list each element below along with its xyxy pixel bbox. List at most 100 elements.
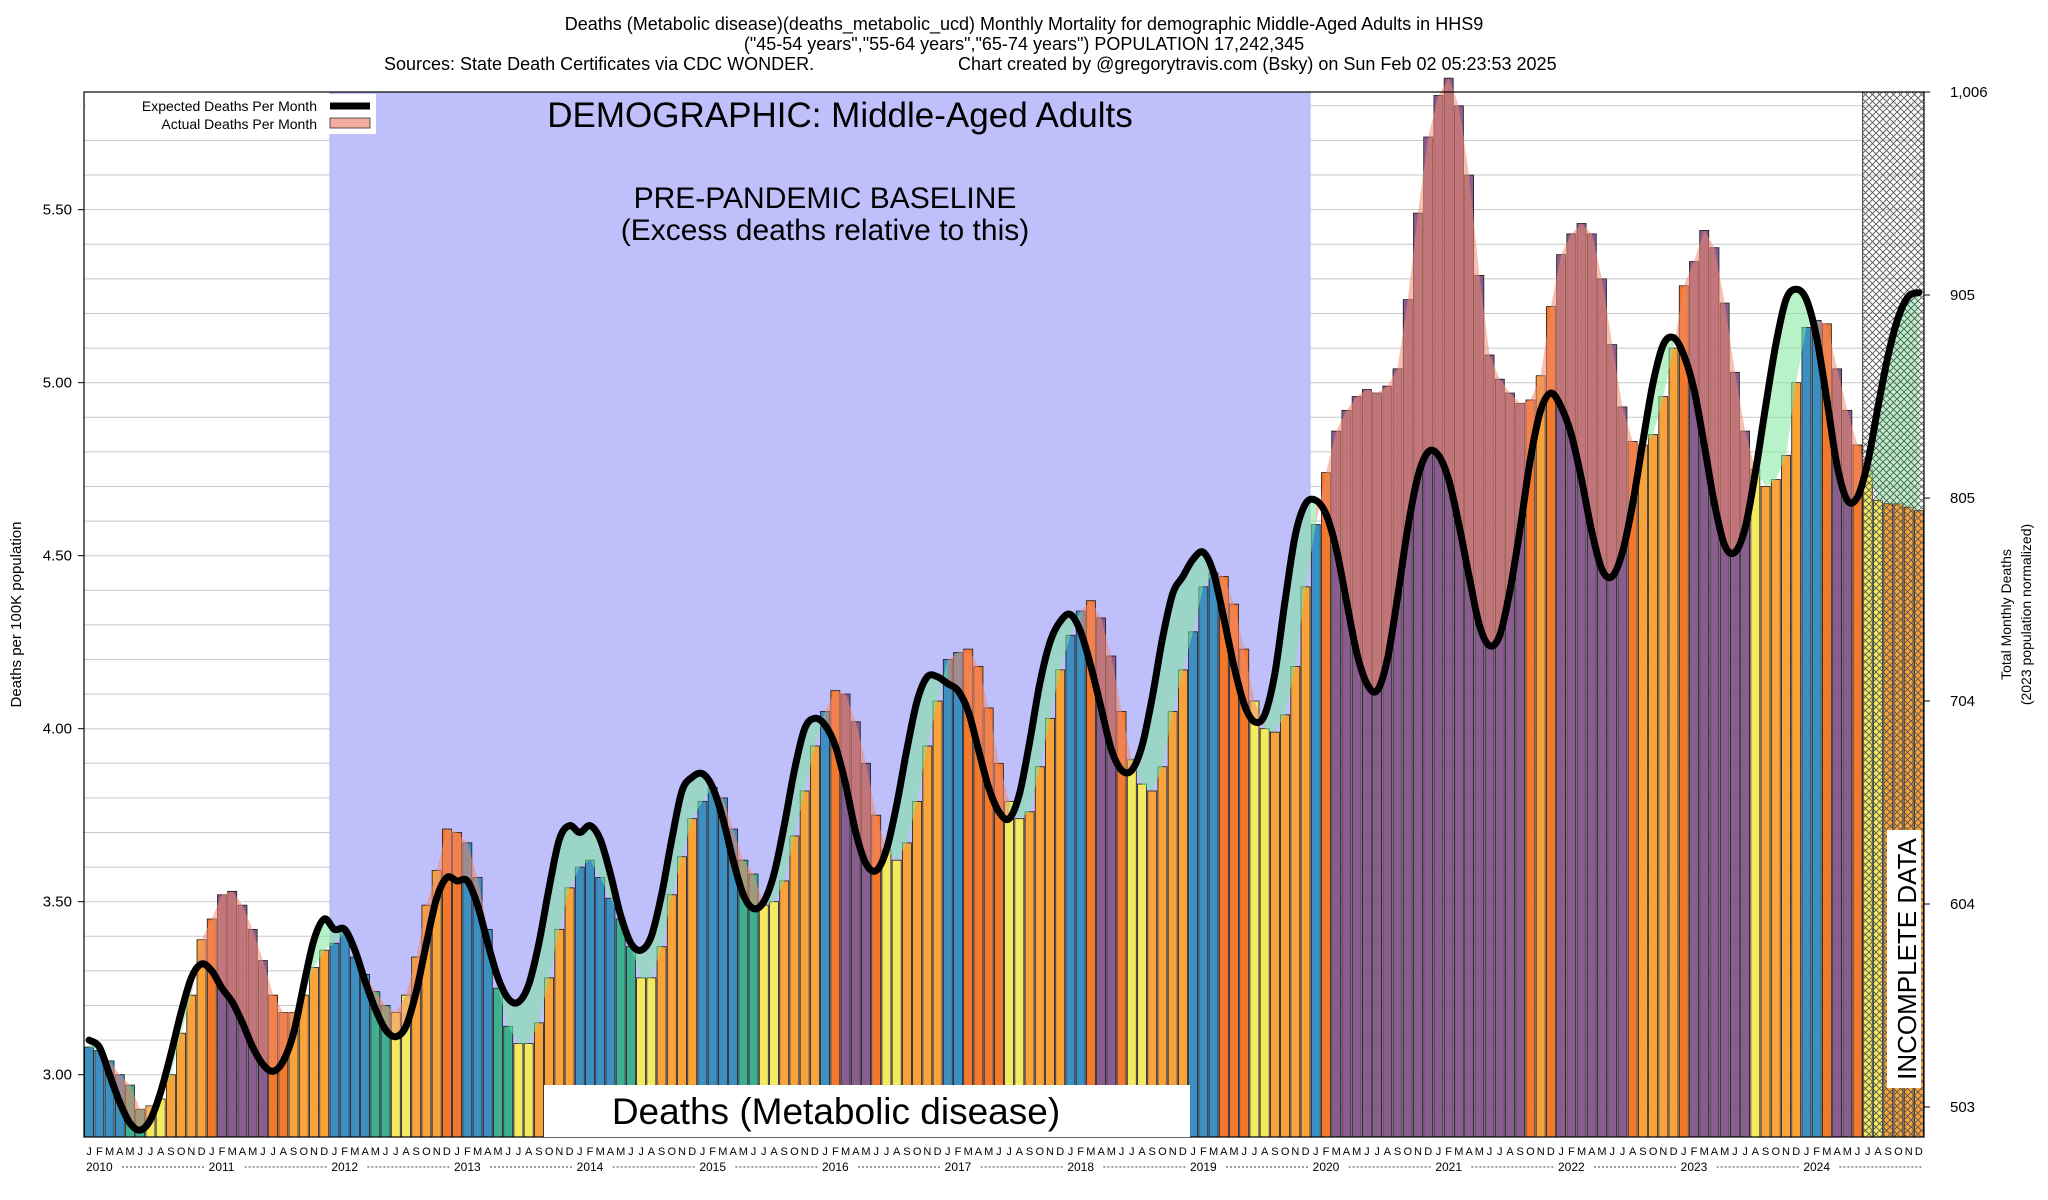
expected-deaths-line bbox=[85, 285, 1923, 1134]
excess-fill bbox=[1622, 406, 1633, 553]
x-month-label: J bbox=[873, 1146, 879, 1158]
x-month-label: A bbox=[1629, 1146, 1637, 1158]
excess-fill bbox=[1479, 275, 1490, 646]
excess-fill bbox=[1540, 306, 1551, 411]
bar bbox=[349, 956, 360, 1138]
bar bbox=[1525, 399, 1536, 1138]
deficit-fill bbox=[549, 839, 560, 978]
x-month-label: J bbox=[270, 1146, 276, 1158]
legend-label-actual: Actual Deaths Per Month bbox=[161, 116, 317, 132]
x-month-label: J bbox=[884, 1146, 890, 1158]
x-month-label: A bbox=[1220, 1146, 1228, 1158]
y-tick-label: 5.00 bbox=[43, 375, 72, 392]
deficit-fill bbox=[569, 825, 580, 888]
x-month-label: S bbox=[413, 1146, 420, 1158]
x-month-label: M bbox=[739, 1146, 748, 1158]
x-month-label: M bbox=[1597, 1146, 1606, 1158]
bar bbox=[1218, 576, 1229, 1138]
bar bbox=[1075, 610, 1086, 1138]
x-month-label: D bbox=[1424, 1146, 1432, 1158]
bar bbox=[1321, 472, 1331, 1138]
bar bbox=[1535, 375, 1546, 1138]
bar bbox=[942, 659, 953, 1138]
bottom-label-box bbox=[544, 1085, 1190, 1137]
x-month-label: M bbox=[1720, 1146, 1729, 1158]
bar bbox=[1239, 648, 1250, 1138]
x-month-label: J bbox=[1006, 1146, 1012, 1158]
x-month-label: O bbox=[422, 1146, 431, 1158]
bar bbox=[1177, 669, 1188, 1138]
x-month-label: M bbox=[1086, 1146, 1095, 1158]
x-month-label: M bbox=[1822, 1146, 1831, 1158]
excess-fill bbox=[119, 1074, 130, 1124]
x-month-label: A bbox=[1711, 1146, 1719, 1158]
x-month-label: J bbox=[1732, 1146, 1738, 1158]
x-month-label: N bbox=[1782, 1146, 1790, 1158]
excess-fill bbox=[1121, 711, 1132, 771]
x-month-label: D bbox=[1302, 1146, 1310, 1158]
excess-fill bbox=[1438, 78, 1449, 480]
excess-fill bbox=[242, 905, 253, 1048]
x-month-label: M bbox=[493, 1146, 502, 1158]
deficit-fill bbox=[917, 676, 928, 802]
x-month-label: M bbox=[1332, 1146, 1341, 1158]
x-month-label: A bbox=[1833, 1146, 1841, 1158]
excess-fill bbox=[1602, 278, 1613, 577]
x-month-label: A bbox=[893, 1146, 901, 1158]
x-month-label: D bbox=[443, 1146, 451, 1158]
x-month-label: S bbox=[1394, 1146, 1401, 1158]
x-month-label: J bbox=[1620, 1146, 1626, 1158]
x-month-label: F bbox=[1323, 1146, 1330, 1158]
x-year-label: 2024 bbox=[1803, 1160, 1830, 1174]
bar bbox=[932, 700, 943, 1138]
bottom-label: Deaths (Metabolic disease) bbox=[612, 1091, 1060, 1132]
excess-fill bbox=[1489, 354, 1500, 646]
bar bbox=[1310, 524, 1321, 1138]
excess-fill bbox=[1448, 78, 1459, 525]
x-month-label: N bbox=[555, 1146, 563, 1158]
excess-fill bbox=[1499, 379, 1510, 636]
x-month-label: F bbox=[1077, 1146, 1084, 1158]
x-month-label: A bbox=[1384, 1146, 1392, 1158]
bar bbox=[1055, 669, 1066, 1138]
x-month-label: J bbox=[638, 1146, 644, 1158]
x-month-label: A bbox=[729, 1146, 737, 1158]
excess-fill bbox=[1356, 389, 1367, 684]
x-year-label: 2023 bbox=[1681, 1160, 1708, 1174]
excess-fill bbox=[262, 960, 274, 1072]
excess-fill bbox=[1418, 136, 1429, 477]
excess-fill bbox=[1090, 600, 1102, 708]
x-month-label: A bbox=[1261, 1146, 1269, 1158]
x-month-label: F bbox=[587, 1146, 594, 1158]
bar bbox=[1852, 444, 1863, 1138]
excess-fill bbox=[1377, 386, 1388, 691]
x-month-label: F bbox=[219, 1146, 226, 1158]
x-month-label: A bbox=[1097, 1146, 1105, 1158]
deficit-fill bbox=[682, 777, 693, 857]
bar bbox=[1811, 319, 1822, 1138]
x-month-label: M bbox=[616, 1146, 625, 1158]
x-month-label: O bbox=[667, 1146, 676, 1158]
x-month-label: F bbox=[464, 1146, 471, 1158]
x-month-label: N bbox=[1046, 1146, 1054, 1158]
x-month-label: N bbox=[801, 1146, 809, 1158]
x-month-label: S bbox=[535, 1146, 542, 1158]
x-month-label: D bbox=[1547, 1146, 1555, 1158]
bar bbox=[1668, 347, 1679, 1138]
x-month-label: S bbox=[1149, 1146, 1156, 1158]
x-month-label: J bbox=[1190, 1146, 1196, 1158]
y-tick-label-right: 1,006 bbox=[1950, 84, 1988, 101]
x-month-label: J bbox=[577, 1146, 583, 1158]
legend: Expected Deaths Per Month Actual Deaths P… bbox=[86, 94, 376, 134]
x-month-label: A bbox=[402, 1146, 410, 1158]
x-month-label: S bbox=[658, 1146, 665, 1158]
demographic-title: DEMOGRAPHIC: Middle-Aged Adults bbox=[547, 96, 1132, 135]
expected-line-layer bbox=[85, 285, 1923, 1134]
x-year-label: 2011 bbox=[209, 1160, 235, 1174]
x-year-label: 2022 bbox=[1558, 1160, 1585, 1174]
x-month-label: M bbox=[1229, 1146, 1238, 1158]
bar bbox=[176, 1032, 187, 1138]
x-month-label: F bbox=[832, 1146, 839, 1158]
x-month-label: O bbox=[1526, 1146, 1535, 1158]
